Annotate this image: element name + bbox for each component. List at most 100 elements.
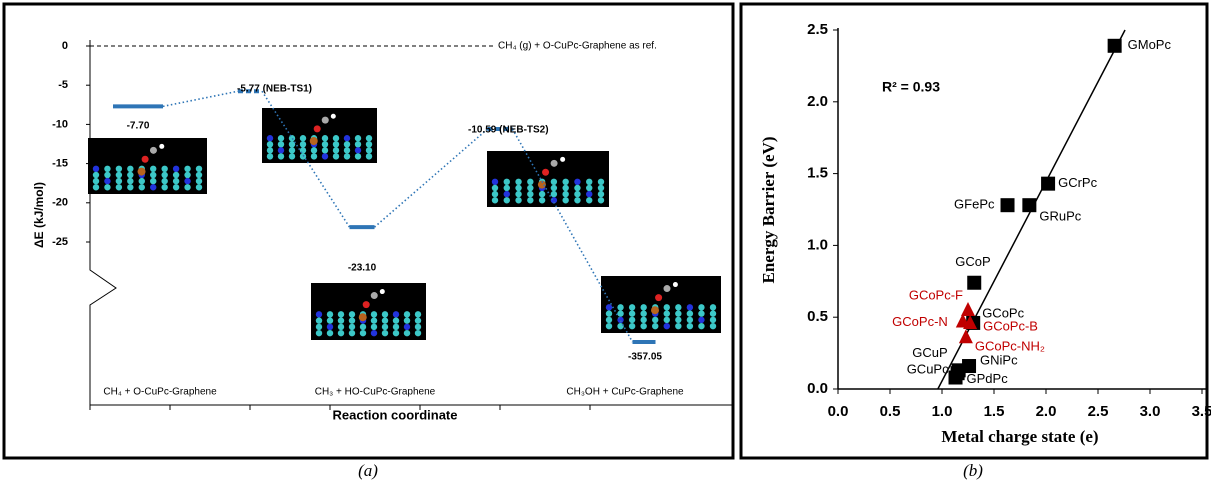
x-tick-label: 2.5 bbox=[1088, 403, 1109, 420]
atom bbox=[104, 166, 110, 172]
atom bbox=[150, 184, 156, 190]
atom bbox=[710, 323, 716, 329]
atom bbox=[640, 310, 646, 316]
point-label: GCoPc-B bbox=[983, 318, 1038, 333]
atom bbox=[415, 324, 421, 330]
atom bbox=[640, 323, 646, 329]
value-label: -5.77 (NEB-TS1) bbox=[237, 84, 312, 95]
atom bbox=[278, 147, 284, 153]
atom bbox=[504, 191, 510, 197]
atom bbox=[150, 166, 156, 172]
atom bbox=[664, 317, 670, 323]
atom bbox=[687, 310, 693, 316]
point bbox=[967, 276, 981, 290]
atom bbox=[355, 147, 361, 153]
atom bbox=[562, 197, 568, 203]
atom bbox=[586, 191, 592, 197]
atom bbox=[651, 306, 659, 314]
y-axis-label: ΔE (kJ/mol) bbox=[32, 182, 46, 248]
atom bbox=[673, 282, 678, 287]
atom bbox=[127, 178, 133, 184]
atom bbox=[322, 135, 328, 141]
atom bbox=[184, 184, 190, 190]
point-label: GCoPc-NH₂ bbox=[975, 339, 1045, 354]
point bbox=[1041, 177, 1055, 191]
point-label: GCoP bbox=[955, 254, 990, 269]
atom bbox=[327, 330, 333, 336]
x-tick-label: 3.0 bbox=[1140, 403, 1161, 420]
atom bbox=[617, 304, 623, 310]
atom bbox=[492, 197, 498, 203]
x-tick-label: CH₃OH + CuPc-Graphene bbox=[566, 387, 684, 398]
molecule-image bbox=[601, 276, 721, 333]
annotation: R² = 0.93 bbox=[882, 79, 940, 95]
atom bbox=[404, 330, 410, 336]
point-label: GMoPc bbox=[1128, 37, 1172, 52]
atom bbox=[606, 310, 612, 316]
atom bbox=[139, 178, 145, 184]
x-tick-label: 0.0 bbox=[828, 403, 849, 420]
x-tick-label: 1.0 bbox=[932, 403, 953, 420]
point-label: GCuPc bbox=[907, 362, 949, 377]
atom bbox=[664, 285, 671, 292]
atom bbox=[504, 197, 510, 203]
y-tick-label: -20 bbox=[52, 197, 68, 209]
atom bbox=[629, 304, 635, 310]
atom bbox=[527, 191, 533, 197]
atom bbox=[360, 330, 366, 336]
atom bbox=[363, 301, 370, 308]
atom bbox=[415, 330, 421, 336]
atom bbox=[161, 172, 167, 178]
atom bbox=[142, 156, 149, 163]
atom bbox=[371, 317, 377, 323]
atom bbox=[359, 313, 367, 321]
atom bbox=[527, 179, 533, 185]
x-tick-label: CH₄ + O-CuPc-Graphene bbox=[103, 387, 217, 398]
atom bbox=[640, 304, 646, 310]
atom bbox=[127, 172, 133, 178]
y-tick-label: 1.5 bbox=[807, 165, 828, 182]
point bbox=[1022, 198, 1036, 212]
atom bbox=[710, 317, 716, 323]
atom bbox=[333, 141, 339, 147]
atom bbox=[267, 135, 273, 141]
atom bbox=[104, 172, 110, 178]
atom bbox=[382, 317, 388, 323]
atom bbox=[492, 185, 498, 191]
atom bbox=[355, 153, 361, 159]
atom bbox=[360, 324, 366, 330]
atom bbox=[382, 330, 388, 336]
atom bbox=[104, 178, 110, 184]
atom bbox=[366, 135, 372, 141]
atom bbox=[338, 317, 344, 323]
atom bbox=[598, 185, 604, 191]
atom bbox=[562, 185, 568, 191]
atom bbox=[551, 179, 557, 185]
molecule-image bbox=[262, 108, 377, 163]
point-label: GCrPc bbox=[1058, 175, 1098, 190]
atom bbox=[710, 310, 716, 316]
value-label: -357.05 bbox=[628, 352, 662, 363]
atom bbox=[515, 197, 521, 203]
atom bbox=[504, 185, 510, 191]
atom bbox=[617, 310, 623, 316]
atom bbox=[527, 197, 533, 203]
atom bbox=[415, 311, 421, 317]
y-tick-label: -5 bbox=[58, 79, 68, 91]
atom bbox=[349, 330, 355, 336]
atom bbox=[93, 184, 99, 190]
y-tick-label: 2.0 bbox=[807, 93, 828, 110]
atom bbox=[300, 135, 306, 141]
atom bbox=[316, 317, 322, 323]
atom bbox=[333, 147, 339, 153]
atom bbox=[338, 324, 344, 330]
atom bbox=[393, 317, 399, 323]
atom bbox=[278, 141, 284, 147]
atom bbox=[515, 179, 521, 185]
point-label: GCoPc-N bbox=[892, 314, 948, 329]
x-axis-label: Reaction coordinate bbox=[333, 407, 458, 422]
y-tick-label: -15 bbox=[52, 158, 68, 170]
atom bbox=[161, 178, 167, 184]
atom bbox=[515, 185, 521, 191]
atom bbox=[675, 323, 681, 329]
